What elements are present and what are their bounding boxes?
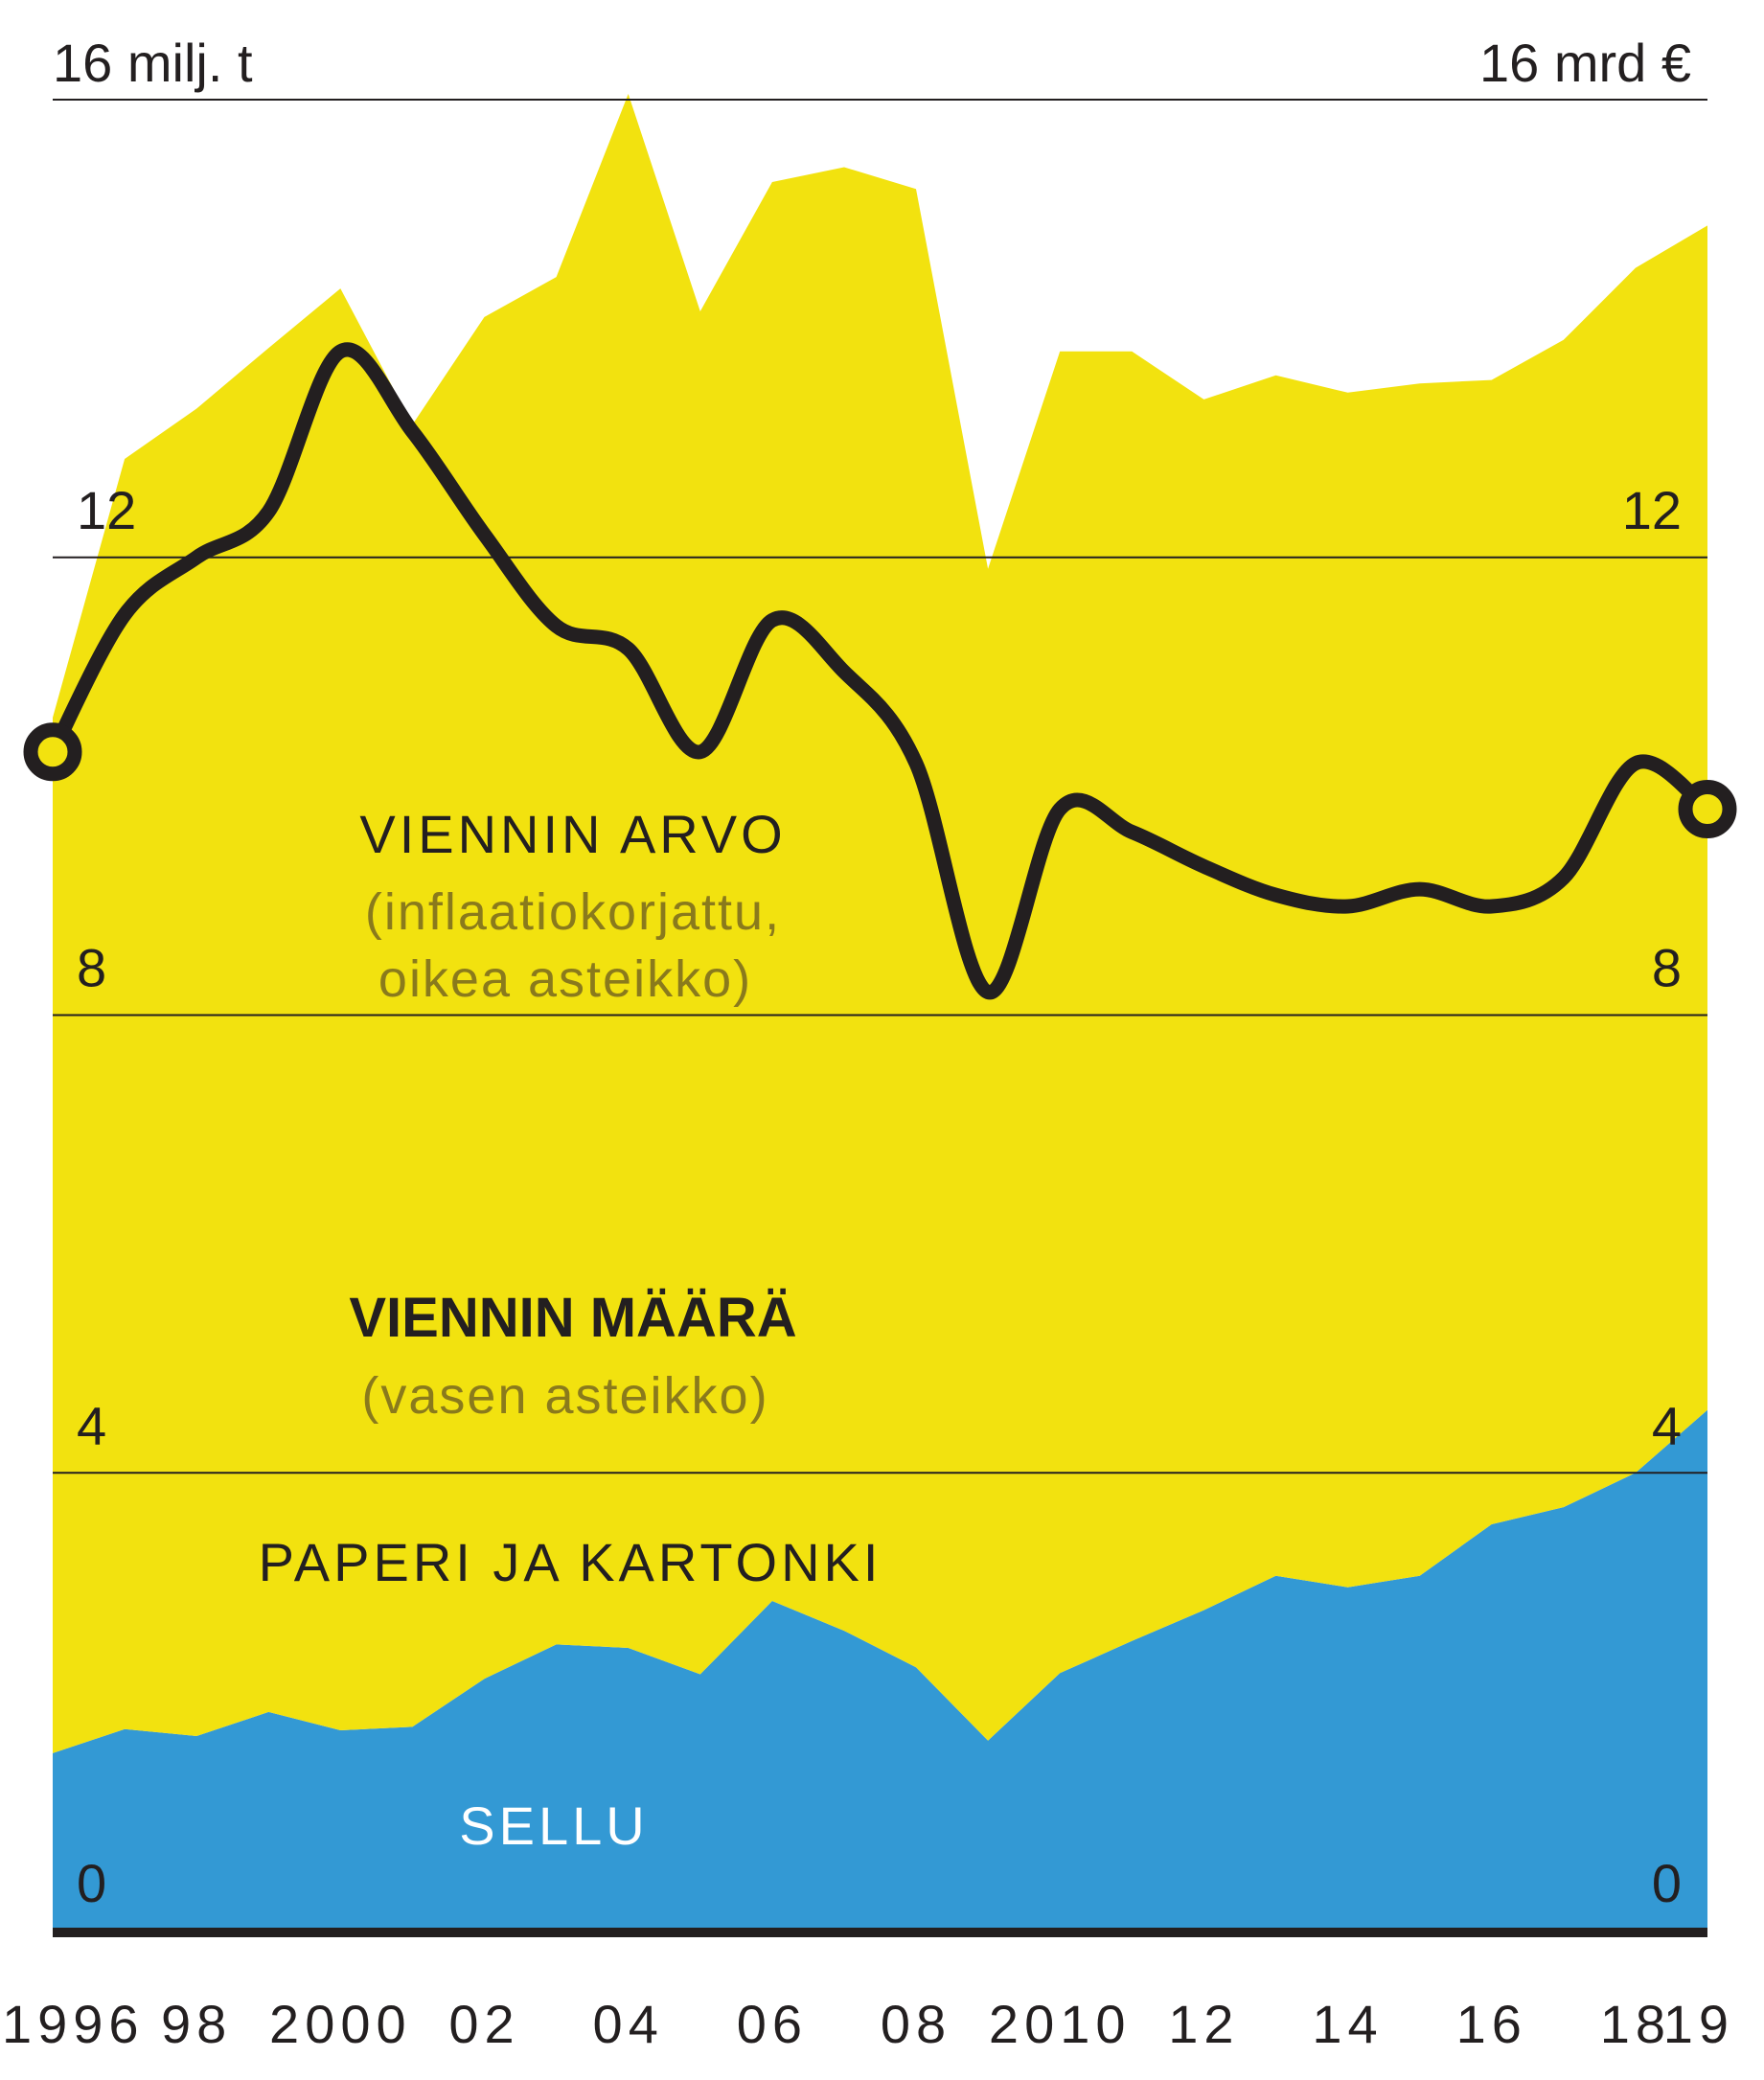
area-sellu — [53, 1409, 1707, 1931]
left-tick-12: 12 — [77, 480, 136, 540]
x-tick-16: 16 — [1456, 1994, 1527, 2054]
value-series-note-2: oikea asteikko) — [378, 950, 752, 1008]
x-tick-06: 06 — [737, 1994, 808, 2054]
value-line-layer — [23, 342, 1737, 1000]
x-tick-14: 14 — [1312, 1994, 1383, 2054]
x-axis-baseline — [53, 1928, 1707, 1937]
x-tick-04: 04 — [593, 1994, 664, 2054]
x-tick-1996: 1996 — [2, 1994, 145, 2054]
value-line-start-marker — [23, 722, 82, 782]
value-line — [45, 342, 1715, 1000]
stacked-areas — [53, 94, 1707, 1931]
volume-note: (vasen asteikko) — [361, 1367, 768, 1425]
value-series-note-1: (inflaatiokorjattu, — [365, 883, 781, 941]
left-axis-ticks: 0 4 8 12 — [77, 480, 136, 1913]
x-tick-08: 08 — [881, 1994, 951, 2054]
left-axis-unit-label: 16 milj. t — [53, 33, 253, 93]
x-tick-02: 02 — [448, 1994, 519, 2054]
value-line-end-marker — [1678, 780, 1737, 839]
right-axis-unit-label: 16 mrd € — [1479, 33, 1691, 93]
x-tick-19: 19 — [1663, 1994, 1734, 2054]
x-tick-98: 98 — [161, 1994, 232, 2054]
value-series-title: VIENNIN ARVO — [359, 804, 786, 864]
paper-series-label: PAPERI JA KARTONKI — [259, 1532, 882, 1592]
right-tick-12: 12 — [1622, 480, 1682, 540]
x-tick-2010: 2010 — [989, 1994, 1132, 2054]
right-tick-8: 8 — [1652, 938, 1682, 998]
gridlines — [53, 99, 1707, 1474]
right-tick-4: 4 — [1652, 1395, 1682, 1455]
left-tick-4: 4 — [77, 1395, 106, 1455]
x-tick-12: 12 — [1168, 1994, 1239, 2054]
left-tick-0: 0 — [77, 1853, 106, 1913]
volume-title: VIENNIN MÄÄRÄ — [349, 1287, 796, 1349]
area-paperi-ja-kartonki — [53, 94, 1707, 1753]
left-tick-8: 8 — [77, 938, 106, 998]
pulp-series-label: SELLU — [459, 1795, 648, 1856]
x-tick-18: 18 — [1600, 1994, 1671, 2054]
right-tick-0: 0 — [1652, 1853, 1682, 1913]
x-tick-2000: 2000 — [269, 1994, 412, 2054]
right-axis-ticks: 0 4 8 12 — [1622, 480, 1682, 1913]
